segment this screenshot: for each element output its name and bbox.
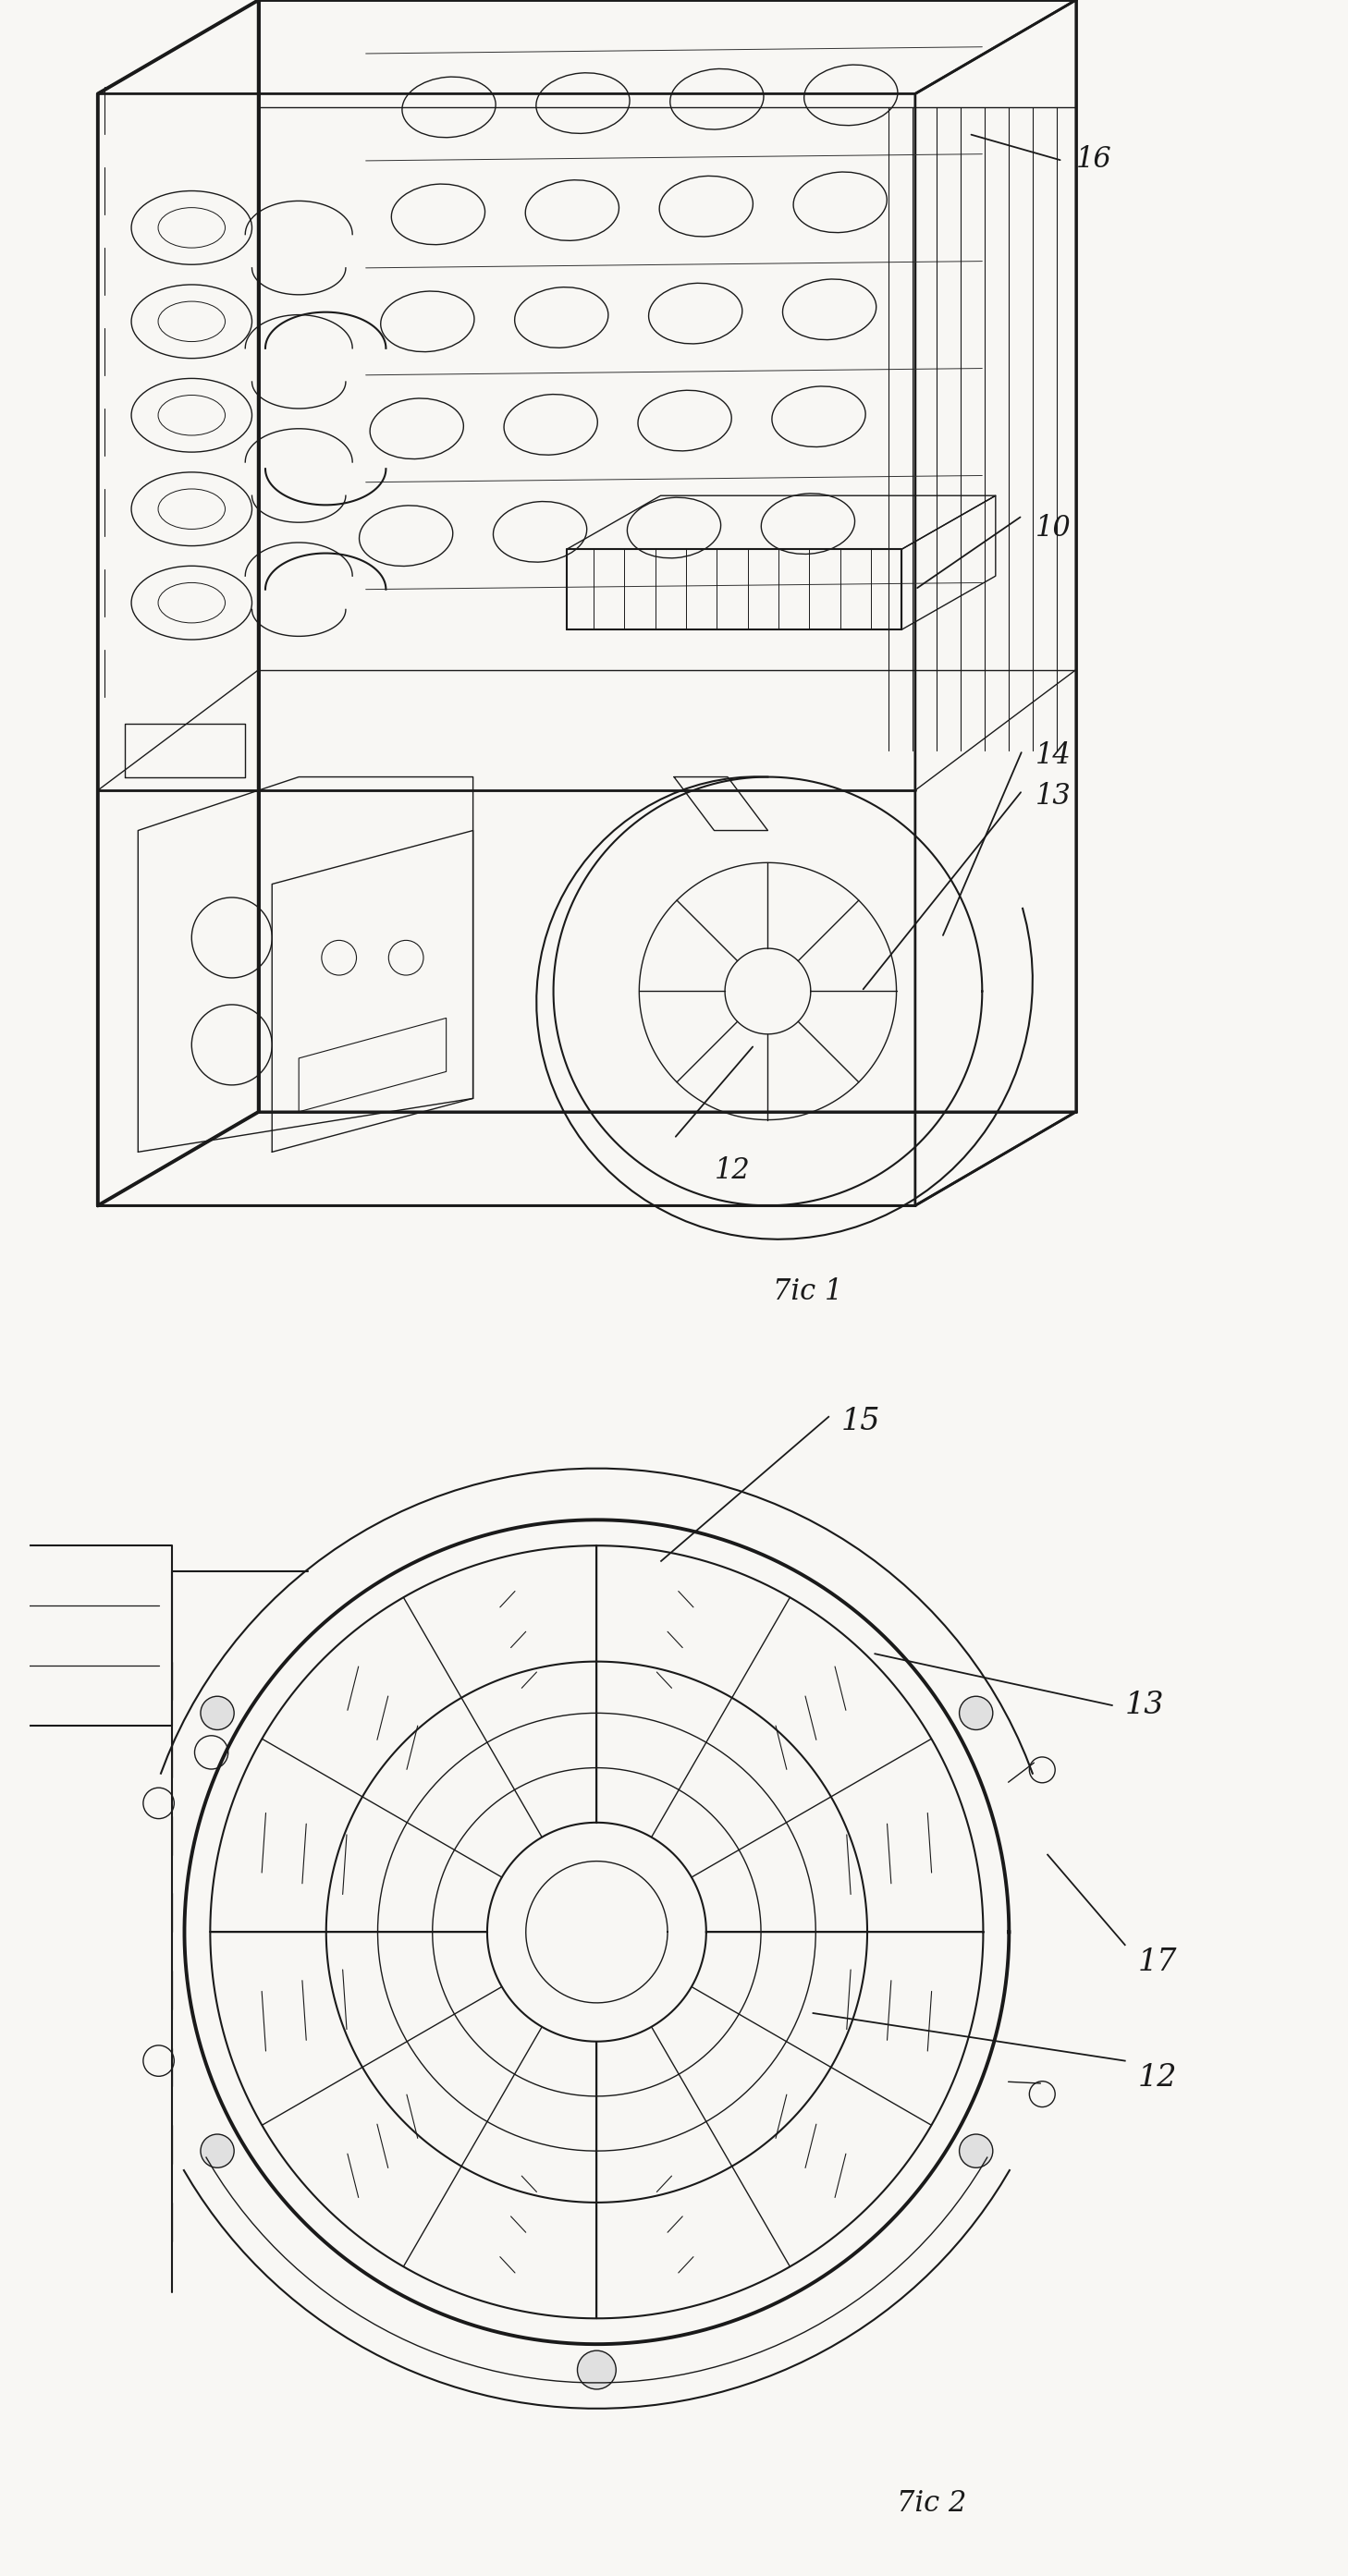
Text: 7ic 2: 7ic 2: [896, 2488, 967, 2519]
Text: 7ic 1: 7ic 1: [774, 1278, 842, 1306]
Text: 14: 14: [1035, 742, 1072, 770]
Text: 12: 12: [1138, 2063, 1177, 2094]
Text: 10: 10: [1035, 513, 1072, 544]
Circle shape: [201, 2133, 235, 2169]
Text: 12: 12: [714, 1157, 749, 1185]
Circle shape: [960, 2133, 993, 2169]
Text: 16: 16: [1076, 144, 1112, 175]
Circle shape: [577, 2349, 616, 2391]
Text: 15: 15: [841, 1406, 880, 1437]
Circle shape: [201, 1698, 235, 1731]
Text: 13: 13: [1126, 1690, 1165, 1721]
Text: 13: 13: [1035, 781, 1072, 811]
Text: 17: 17: [1138, 1947, 1177, 1978]
Circle shape: [960, 1698, 993, 1731]
